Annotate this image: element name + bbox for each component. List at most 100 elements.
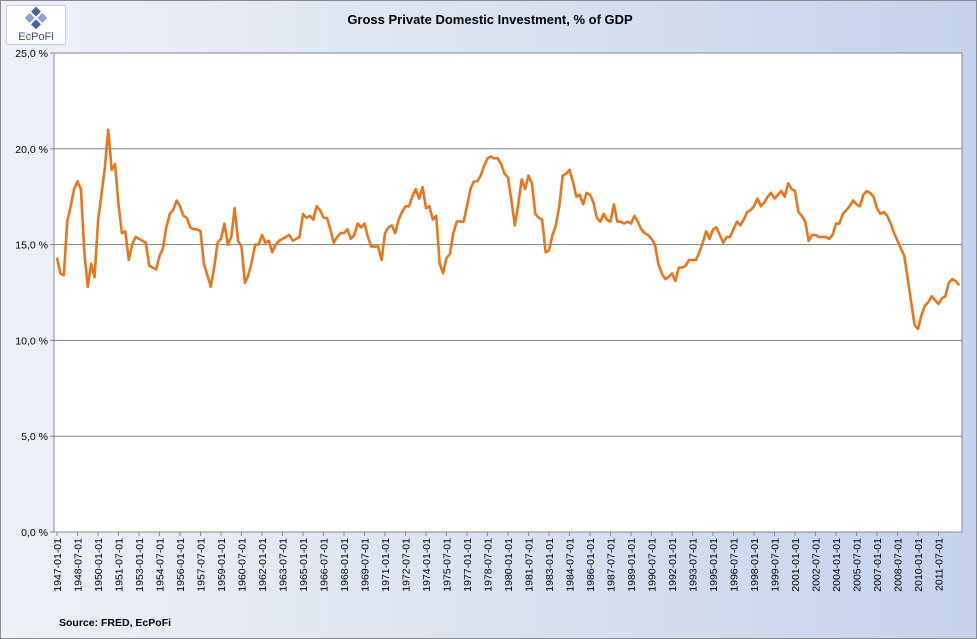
x-tick-label: 1951-07-01 xyxy=(114,538,126,592)
data-point xyxy=(667,276,670,278)
data-point xyxy=(927,301,930,303)
data-point xyxy=(63,274,65,277)
data-point xyxy=(127,259,130,261)
data-point xyxy=(373,245,376,248)
data-point xyxy=(507,176,509,179)
data-point xyxy=(578,193,581,196)
data-point xyxy=(220,238,222,240)
data-point xyxy=(537,216,540,219)
data-point xyxy=(168,213,171,215)
data-point xyxy=(182,215,185,217)
x-tick-label: 1966-07-01 xyxy=(319,538,331,592)
data-point xyxy=(56,257,58,259)
data-point xyxy=(879,213,882,215)
data-point xyxy=(917,328,919,330)
data-point xyxy=(493,157,496,160)
data-point xyxy=(459,220,461,223)
data-point xyxy=(862,193,865,196)
data-point xyxy=(756,197,759,200)
data-point xyxy=(206,274,209,277)
data-point xyxy=(83,251,86,254)
x-tick-label: 1990-07-01 xyxy=(647,538,659,592)
data-point xyxy=(602,213,605,215)
data-point xyxy=(503,172,506,175)
data-point xyxy=(363,222,366,225)
x-tick-label: 1974-01-01 xyxy=(421,538,433,592)
data-point xyxy=(613,203,615,206)
data-point xyxy=(449,253,451,255)
data-point xyxy=(86,285,89,288)
data-point xyxy=(534,213,537,215)
data-point xyxy=(660,272,663,275)
data-point xyxy=(425,207,427,209)
data-point xyxy=(435,215,438,217)
data-point xyxy=(278,239,280,242)
data-point xyxy=(691,259,694,261)
data-point xyxy=(742,218,745,221)
data-point xyxy=(671,272,673,275)
data-point xyxy=(544,251,547,254)
y-tick-label: 0,0 % xyxy=(21,527,48,539)
data-point xyxy=(213,266,215,269)
data-point xyxy=(558,205,561,208)
data-point xyxy=(896,239,899,242)
x-tick-label: 1965-01-01 xyxy=(298,538,310,592)
data-point xyxy=(886,215,889,217)
data-point xyxy=(893,232,895,234)
data-point xyxy=(131,243,133,246)
data-point xyxy=(110,169,113,171)
data-point xyxy=(479,174,482,177)
data-point xyxy=(411,195,414,198)
x-tick-label: 2004-01-01 xyxy=(831,538,843,592)
data-point xyxy=(818,236,820,238)
x-tick-label: 2007-01-01 xyxy=(872,538,884,592)
data-point xyxy=(845,209,848,211)
data-point xyxy=(572,180,574,183)
data-point xyxy=(250,261,253,263)
x-tick-label: 1999-07-01 xyxy=(770,538,782,592)
data-point xyxy=(695,259,697,261)
data-point xyxy=(462,220,465,223)
data-point xyxy=(790,188,793,190)
data-point xyxy=(370,245,373,248)
data-point xyxy=(811,234,813,236)
data-point xyxy=(510,199,513,202)
data-point xyxy=(473,180,475,183)
data-point xyxy=(274,243,277,246)
data-point xyxy=(305,216,308,219)
data-point xyxy=(237,239,239,242)
data-point xyxy=(196,228,198,231)
data-point xyxy=(719,234,721,236)
x-axis-ticks: 1947-01-01 1948-07-01 1950-01-01 1951-07-01… xyxy=(52,532,946,592)
data-point xyxy=(496,157,499,160)
data-point xyxy=(175,199,178,202)
data-point xyxy=(104,167,106,169)
data-point xyxy=(582,203,584,206)
x-tick-label: 1986-01-01 xyxy=(585,538,597,592)
data-point xyxy=(404,205,407,208)
x-tick-label: 1998-01-01 xyxy=(749,538,761,592)
data-point xyxy=(90,262,92,265)
data-point xyxy=(309,215,311,217)
data-point xyxy=(770,192,772,194)
y-tick-label: 20,0 % xyxy=(15,144,48,156)
data-point xyxy=(100,193,103,196)
data-point xyxy=(599,220,602,223)
data-point xyxy=(746,211,748,213)
data-point xyxy=(681,266,684,269)
data-point xyxy=(715,226,718,229)
data-point xyxy=(394,232,397,234)
data-point xyxy=(421,186,424,188)
x-tick-label: 1996-07-01 xyxy=(729,538,741,592)
data-point xyxy=(233,207,236,209)
data-point xyxy=(657,262,660,265)
data-point xyxy=(346,228,349,231)
data-point xyxy=(814,234,817,236)
data-point xyxy=(414,188,417,190)
data-point xyxy=(134,236,137,238)
data-point xyxy=(353,234,356,236)
data-point xyxy=(551,234,554,236)
data-point xyxy=(455,220,458,223)
data-point xyxy=(186,216,188,219)
